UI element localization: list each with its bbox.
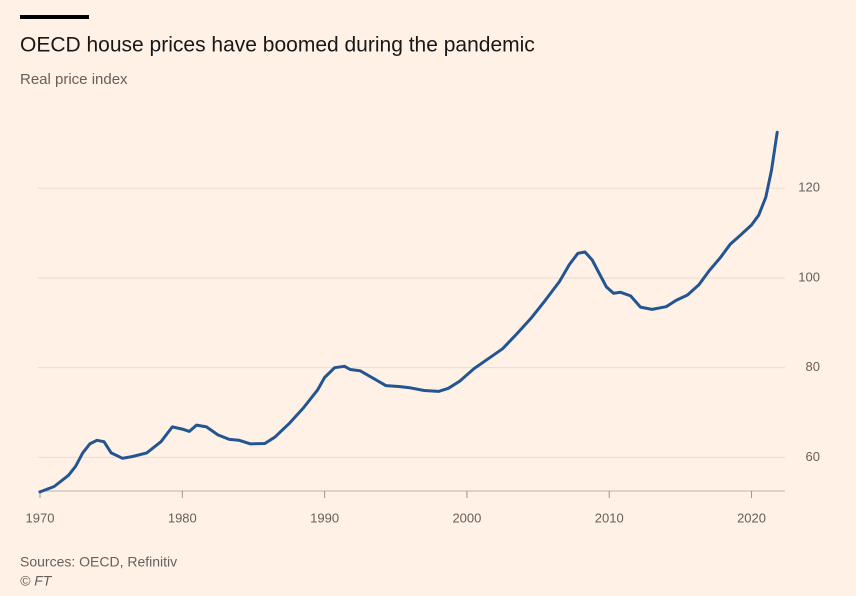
y-tick-label: 120: [798, 180, 820, 195]
x-tick-label: 1980: [168, 510, 197, 525]
credit: © FT: [20, 573, 53, 589]
x-tick-label: 2000: [452, 510, 481, 525]
chart-subtitle: Real price index: [20, 71, 128, 88]
x-tick-label: 2020: [737, 510, 766, 525]
y-tick-label: 100: [798, 269, 820, 284]
source: Sources: OECD, Refinitiv: [20, 554, 177, 570]
chart-title: OECD house prices have boomed during the…: [20, 34, 535, 57]
brand-bar: [20, 15, 89, 19]
y-tick-label: 80: [806, 359, 820, 374]
x-tick-label: 1990: [310, 510, 339, 525]
line-series: [38, 130, 779, 494]
x-tick-label: 1970: [26, 510, 55, 525]
x-tick-label: 2010: [595, 510, 624, 525]
y-tick-label: 60: [806, 449, 820, 464]
